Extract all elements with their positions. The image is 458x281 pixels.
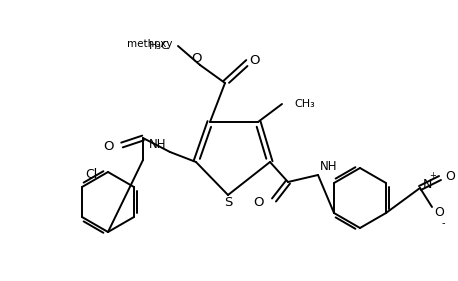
Text: CH₃: CH₃ [294,99,315,109]
Text: +: + [429,171,436,180]
Text: O: O [250,55,260,67]
Text: NH: NH [148,139,166,151]
Text: S: S [224,196,232,210]
Text: Cl: Cl [86,169,98,182]
Text: O: O [104,140,114,153]
Text: NH: NH [320,160,338,173]
Text: O: O [253,196,264,210]
Text: -: - [442,218,446,228]
Text: O: O [445,169,455,182]
Text: H₃C: H₃C [149,41,170,51]
Text: methoxy: methoxy [127,39,173,49]
Text: O: O [191,53,201,65]
Text: N: N [423,178,432,191]
Text: O: O [434,205,444,219]
